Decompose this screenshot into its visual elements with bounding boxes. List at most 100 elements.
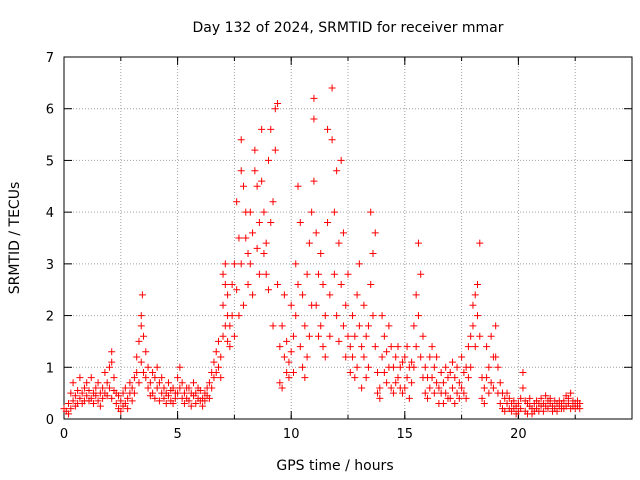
data-point xyxy=(271,146,279,154)
data-point xyxy=(517,405,525,413)
data-point xyxy=(439,379,447,387)
data-point xyxy=(333,312,341,320)
data-point xyxy=(224,337,232,345)
data-point xyxy=(169,399,177,407)
data-point xyxy=(464,374,472,382)
data-point xyxy=(244,281,252,289)
data-point xyxy=(519,384,527,392)
x-tick-label-3: 15 xyxy=(397,427,414,442)
data-point xyxy=(276,343,284,351)
data-point xyxy=(371,229,379,237)
data-point xyxy=(351,332,359,340)
data-point xyxy=(283,368,291,376)
data-point xyxy=(376,394,384,402)
data-point xyxy=(239,301,247,309)
data-point xyxy=(96,402,104,410)
data-point xyxy=(349,353,357,361)
data-point xyxy=(226,343,234,351)
data-point xyxy=(437,368,445,376)
data-point xyxy=(387,384,395,392)
data-point xyxy=(92,384,100,392)
data-point xyxy=(208,384,216,392)
data-point xyxy=(271,105,279,113)
data-point xyxy=(149,389,157,397)
data-point xyxy=(94,379,102,387)
data-point xyxy=(378,312,386,320)
data-point xyxy=(394,374,402,382)
data-point xyxy=(367,281,375,289)
data-point xyxy=(367,208,375,216)
data-point xyxy=(446,394,454,402)
data-point xyxy=(496,379,504,387)
data-point xyxy=(87,374,95,382)
data-point xyxy=(205,379,213,387)
data-point xyxy=(467,363,475,371)
data-point xyxy=(192,399,200,407)
data-point xyxy=(221,281,229,289)
y-tick-label-0: 0 xyxy=(46,413,54,428)
y-tick-label-6: 6 xyxy=(46,103,54,118)
data-point xyxy=(542,392,550,400)
y-tick-label-2: 2 xyxy=(46,310,54,325)
data-point xyxy=(430,389,438,397)
data-point xyxy=(421,363,429,371)
data-point xyxy=(451,399,459,407)
data-point xyxy=(201,397,209,405)
data-point xyxy=(108,358,116,366)
data-point xyxy=(453,389,461,397)
x-axis-ticks: 0 5 10 15 20 xyxy=(60,57,633,442)
data-point xyxy=(403,374,411,382)
data-point xyxy=(237,136,245,144)
data-point xyxy=(180,399,188,407)
data-point xyxy=(289,332,297,340)
data-point xyxy=(312,229,320,237)
data-point xyxy=(280,353,288,361)
data-point xyxy=(278,384,286,392)
data-point xyxy=(519,368,527,376)
data-point xyxy=(426,353,434,361)
data-point xyxy=(417,353,425,361)
data-point xyxy=(353,291,361,299)
data-point xyxy=(264,156,272,164)
data-point xyxy=(214,363,222,371)
data-point xyxy=(442,389,450,397)
data-point xyxy=(233,286,241,294)
data-point xyxy=(358,343,366,351)
data-point xyxy=(380,368,388,376)
data-point xyxy=(428,374,436,382)
data-point xyxy=(560,397,568,405)
data-point xyxy=(253,182,261,190)
data-point xyxy=(65,399,73,407)
data-point xyxy=(326,332,334,340)
data-point xyxy=(217,353,225,361)
data-point xyxy=(146,379,154,387)
y-tick-label-4: 4 xyxy=(46,206,54,221)
data-point xyxy=(92,392,100,400)
data-point xyxy=(294,281,302,289)
data-point xyxy=(280,291,288,299)
data-point xyxy=(537,394,545,402)
data-point xyxy=(514,399,522,407)
data-point xyxy=(83,379,91,387)
data-point xyxy=(249,229,257,237)
data-point xyxy=(383,348,391,356)
data-point xyxy=(478,394,486,402)
data-point xyxy=(324,125,332,133)
data-point xyxy=(358,384,366,392)
data-point xyxy=(460,389,468,397)
data-point xyxy=(144,363,152,371)
data-point xyxy=(480,399,488,407)
data-point xyxy=(262,239,270,247)
data-point xyxy=(235,234,243,242)
data-point xyxy=(142,348,150,356)
data-point xyxy=(505,394,513,402)
data-point xyxy=(455,379,463,387)
data-point xyxy=(330,208,338,216)
data-point xyxy=(342,353,350,361)
data-point xyxy=(246,208,254,216)
data-point xyxy=(242,234,250,242)
data-point xyxy=(480,384,488,392)
data-point xyxy=(187,402,195,410)
data-point xyxy=(160,394,168,402)
